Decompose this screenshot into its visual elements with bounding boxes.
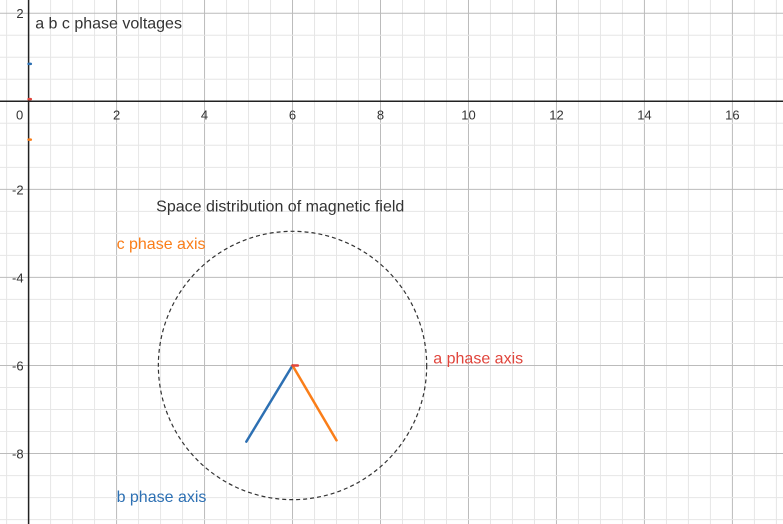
x-tick-label: 16 <box>725 107 739 122</box>
x-tick-label: 6 <box>289 107 296 122</box>
x-tick-label: 0 <box>16 107 23 122</box>
annotation-label: a b c phase voltages <box>35 16 182 33</box>
x-tick-label: 8 <box>377 107 384 122</box>
vector-line <box>245 364 294 443</box>
x-tick-label: 2 <box>113 107 120 122</box>
y-tick-label: -8 <box>12 447 24 462</box>
annotation-label: c phase axis <box>117 236 206 253</box>
y-tick-label: -4 <box>12 270 24 285</box>
vector-line <box>291 364 338 442</box>
x-tick-labels: 0 2 4 6 8 10 12 14 16 <box>16 107 740 122</box>
magnetic-field-circle <box>157 230 428 501</box>
x-tick-label: 10 <box>461 107 475 122</box>
x-tick-label: 4 <box>201 107 208 122</box>
y-tick-label: -6 <box>12 358 24 373</box>
annotation-label: b phase axis <box>117 489 207 506</box>
annotation-label: a phase axis <box>433 350 523 367</box>
x-tick-label: 12 <box>549 107 563 122</box>
y-tick-label: -2 <box>12 182 24 197</box>
annotation-label: Space distribution of magnetic field <box>156 198 404 215</box>
series <box>27 62 428 501</box>
y-tick-labels: 2 -2 -4 -6 -8 <box>12 6 24 461</box>
x-tick-label: 14 <box>637 107 651 122</box>
y-tick-label: 2 <box>16 6 23 21</box>
annotations: a b c phase voltages Space distribution o… <box>35 16 523 506</box>
